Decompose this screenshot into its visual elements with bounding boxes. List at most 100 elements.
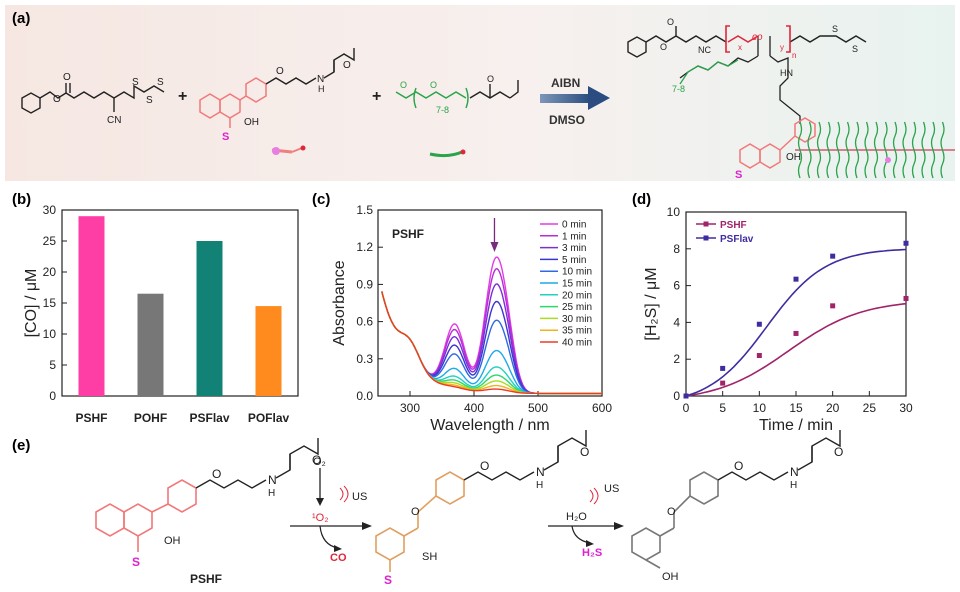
n-atom: N (536, 465, 545, 479)
legend-label: 1 min (562, 231, 586, 242)
data-point-psflav (830, 253, 836, 259)
peg-cartoon-icon (429, 149, 466, 158)
data-point-psflav (720, 365, 726, 371)
brush-chain-down (797, 149, 803, 179)
plot-frame (685, 211, 907, 397)
bar-pohf (137, 293, 164, 396)
reagent-aibn: AIBN (551, 76, 580, 90)
product-polymer-structure (627, 25, 867, 169)
x-tick-label: 15 (789, 401, 803, 415)
y-tick-label: 20 (43, 265, 57, 279)
brush-chain-down (826, 149, 831, 179)
brush-chain-down (835, 149, 841, 179)
brush-chain-down (864, 149, 869, 179)
oh-group: OH (244, 117, 259, 128)
x-tick-label: 600 (592, 401, 612, 415)
o-atom: O (480, 459, 489, 473)
x-tick-label: 5 (719, 401, 726, 415)
water-reagent: H₂O (566, 511, 587, 523)
o-atom: O (343, 60, 351, 71)
s-atom-thione: S (132, 555, 140, 569)
flavonol-monomer-structure (199, 77, 267, 128)
o-atom: O (312, 453, 321, 467)
legend-marker (703, 221, 709, 227)
step2-arrow (548, 487, 624, 547)
panel-a-background (5, 5, 955, 181)
data-point-psflav (683, 393, 689, 399)
o-atom: O (667, 506, 676, 518)
data-point-pshf (756, 353, 762, 359)
brush-chain-down (921, 149, 926, 179)
x-tick-label: 400 (464, 401, 484, 415)
o-atom: O (660, 42, 667, 52)
s-atom: S (146, 95, 153, 106)
brush-chain-down (845, 149, 850, 179)
singlet-oxygen: ¹O₂ (312, 512, 329, 524)
legend-label: PSHF (720, 220, 747, 231)
brush-chain-down (902, 149, 907, 179)
panel-b-label: (b) (12, 191, 31, 208)
s-atom: S (832, 24, 838, 34)
plus-sign: + (372, 88, 381, 105)
legend-label: 0 min (562, 220, 586, 231)
data-point-pshf (903, 295, 909, 301)
y-tick-label: 15 (43, 296, 57, 310)
spectrum-40-min (381, 291, 602, 395)
brush-chain-up (930, 121, 936, 151)
reaction-arrow (540, 86, 610, 110)
x-tick-label: 300 (400, 401, 420, 415)
y-tick-label: 0.9 (356, 277, 373, 291)
o-atom: O (834, 445, 843, 459)
plus-sign: + (178, 88, 187, 105)
brush-chain-up (807, 121, 812, 151)
data-point-pshf (830, 303, 836, 309)
y-tick-label: 6 (673, 279, 680, 293)
brush-chain-up (873, 121, 879, 151)
nc-group: NC (698, 45, 711, 55)
y-tick-label: 8 (673, 242, 680, 256)
x-tick-label: 0 (683, 401, 690, 415)
x-tick-label: 10 (753, 401, 767, 415)
brush-chain-up (816, 121, 822, 151)
h-atom: H (268, 488, 275, 499)
x-tick-label: 25 (863, 401, 877, 415)
co-label: co (752, 32, 763, 43)
brush-chain-down (816, 149, 822, 179)
legend-label: 40 min (562, 338, 592, 349)
brush-chain-up (883, 121, 888, 151)
oh-group: OH (662, 571, 679, 583)
data-point-psflav (756, 321, 762, 327)
n-subscript: n (792, 51, 796, 60)
y-tick-label: 0 (673, 389, 680, 403)
x-axis-label: Time / min (759, 417, 833, 434)
data-point-pshf (720, 380, 726, 386)
sh-group: SH (422, 551, 437, 563)
panel-d-h2s-chart: (d) 0 2 4 6 8 10 0 5 10 15 20 25 30 Time / min [H₂S] /… (632, 191, 913, 434)
s-atom-thione: S (384, 573, 392, 587)
x-category-label: POFlav (248, 411, 290, 425)
y-tick-label: 25 (43, 234, 57, 248)
y-tick-label: 30 (43, 203, 57, 217)
legend-marker (703, 235, 709, 241)
nh-group: N (317, 74, 324, 85)
h-atom: H (318, 84, 325, 94)
o-atom: O (667, 17, 674, 27)
y-tick-label: 4 (673, 315, 680, 329)
o-atom: O (580, 445, 589, 459)
brush-chain-up (854, 121, 860, 151)
legend-label: 25 min (562, 302, 592, 313)
n-atom: N (268, 473, 277, 487)
legend-label: 10 min (562, 267, 592, 278)
brush-chain-down (892, 149, 898, 179)
legend-label: 20 min (562, 290, 592, 301)
brush-chain-down (873, 149, 879, 179)
o-atom: O (63, 72, 71, 83)
panel-e-label: (e) (12, 437, 30, 454)
n-atom: N (790, 465, 799, 479)
pshf-molecule: O N H O OH S PSHF (95, 438, 321, 586)
s-atom: S (132, 77, 139, 88)
fit-curve-psflav (685, 248, 907, 397)
o-atom: O (411, 506, 420, 518)
s-atom: S (852, 44, 858, 54)
